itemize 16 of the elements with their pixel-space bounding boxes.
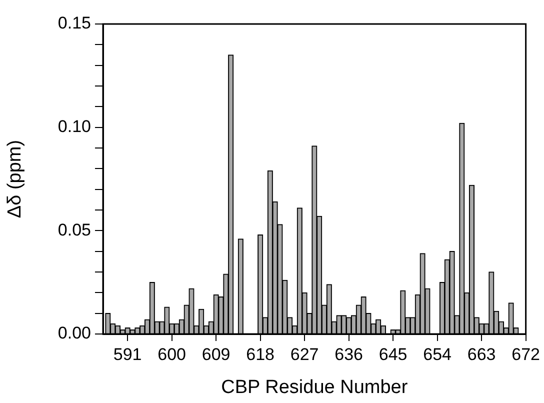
x-tick-label: 627 bbox=[290, 344, 319, 364]
x-axis-title: CBP Residue Number bbox=[221, 376, 408, 398]
y-tick-label: 0.10 bbox=[58, 117, 91, 136]
x-tick-label: 663 bbox=[467, 344, 496, 364]
x-tick-label: 600 bbox=[158, 344, 186, 364]
x-tick-label: 645 bbox=[378, 344, 408, 364]
y-axis-title: Δδ (ppm) bbox=[4, 140, 26, 218]
x-tick-label: 654 bbox=[423, 344, 452, 364]
x-tick-label: 609 bbox=[202, 344, 230, 364]
x-tick-label: 591 bbox=[113, 344, 142, 364]
y-tick-label: 0.05 bbox=[58, 220, 91, 240]
y-tick-label: 0.15 bbox=[58, 14, 91, 33]
x-tick-label: 618 bbox=[246, 344, 275, 364]
x-tick-label: 636 bbox=[334, 344, 364, 364]
y-tick-label: 0.00 bbox=[58, 324, 91, 343]
x-tick-label: 672 bbox=[512, 344, 540, 364]
